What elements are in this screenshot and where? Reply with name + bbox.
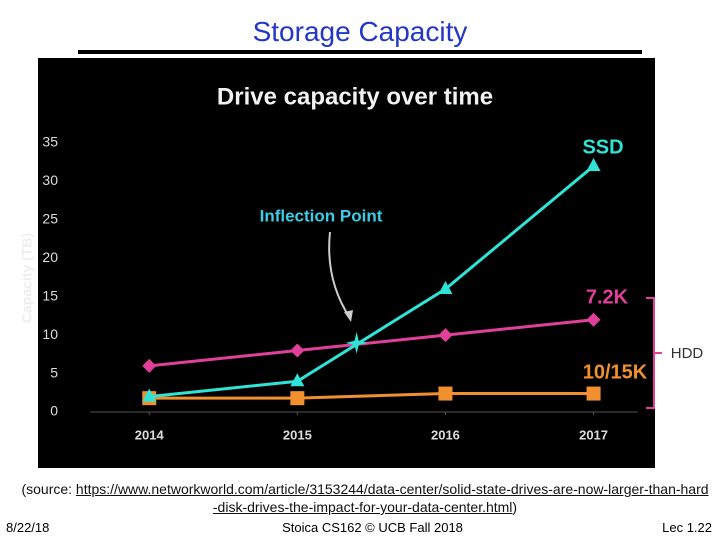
source-suffix: ) xyxy=(512,499,518,515)
y-tick-label: 20 xyxy=(42,249,58,265)
point xyxy=(586,386,601,401)
x-tick-label: 2014 xyxy=(135,427,165,442)
footer-center: Stoica CS162 © UCB Fall 2018 xyxy=(282,520,463,535)
x-tick-label: 2016 xyxy=(431,427,460,442)
series-line xyxy=(149,164,595,399)
series-label: SSD xyxy=(582,136,623,158)
point xyxy=(142,358,157,373)
y-tick-label: 15 xyxy=(42,287,58,303)
y-tick-label: 0 xyxy=(50,403,58,419)
y-tick-label: 35 xyxy=(42,134,58,150)
source-prefix: (source: xyxy=(21,481,76,497)
series-line xyxy=(149,318,594,368)
point xyxy=(290,373,305,387)
footer-date: 8/22/18 xyxy=(6,520,50,535)
slide-title: Storage Capacity xyxy=(252,16,468,47)
x-tick-label: 2017 xyxy=(579,427,608,442)
group-label: HDD xyxy=(671,345,704,362)
point xyxy=(438,386,453,401)
x-tick-label: 2015 xyxy=(283,427,312,442)
point xyxy=(438,328,453,343)
y-tick-label: 5 xyxy=(50,364,58,380)
y-tick-label: 10 xyxy=(42,326,58,342)
source-link[interactable]: https://www.networkworld.com/article/315… xyxy=(75,481,709,515)
annotation-text: Inflection Point xyxy=(260,206,383,225)
point xyxy=(586,312,601,327)
y-axis-label: Capacity (TB) xyxy=(19,233,35,323)
series-line xyxy=(149,392,594,400)
chart: Drive capacity over time Capacity (TB) H… xyxy=(19,58,704,468)
annotation-arrow xyxy=(328,231,351,319)
point xyxy=(290,391,305,406)
point xyxy=(586,158,601,172)
inflection-star xyxy=(345,331,368,354)
y-tick-label: 25 xyxy=(42,211,58,227)
y-tick-label: 30 xyxy=(42,172,58,188)
point xyxy=(142,388,157,402)
chart-background xyxy=(38,58,655,468)
series-label: 10/15K xyxy=(583,361,648,383)
arrow-head xyxy=(344,310,353,322)
title-rule xyxy=(78,50,642,54)
hdd-bracket xyxy=(646,297,662,409)
point xyxy=(290,343,305,358)
chart-title: Drive capacity over time xyxy=(217,83,493,110)
point xyxy=(438,281,453,295)
source-note: (source: https://www.networkworld.com/ar… xyxy=(20,480,710,516)
series-label: 7.2K xyxy=(586,286,629,308)
footer-page: Lec 1.22 xyxy=(662,520,712,535)
